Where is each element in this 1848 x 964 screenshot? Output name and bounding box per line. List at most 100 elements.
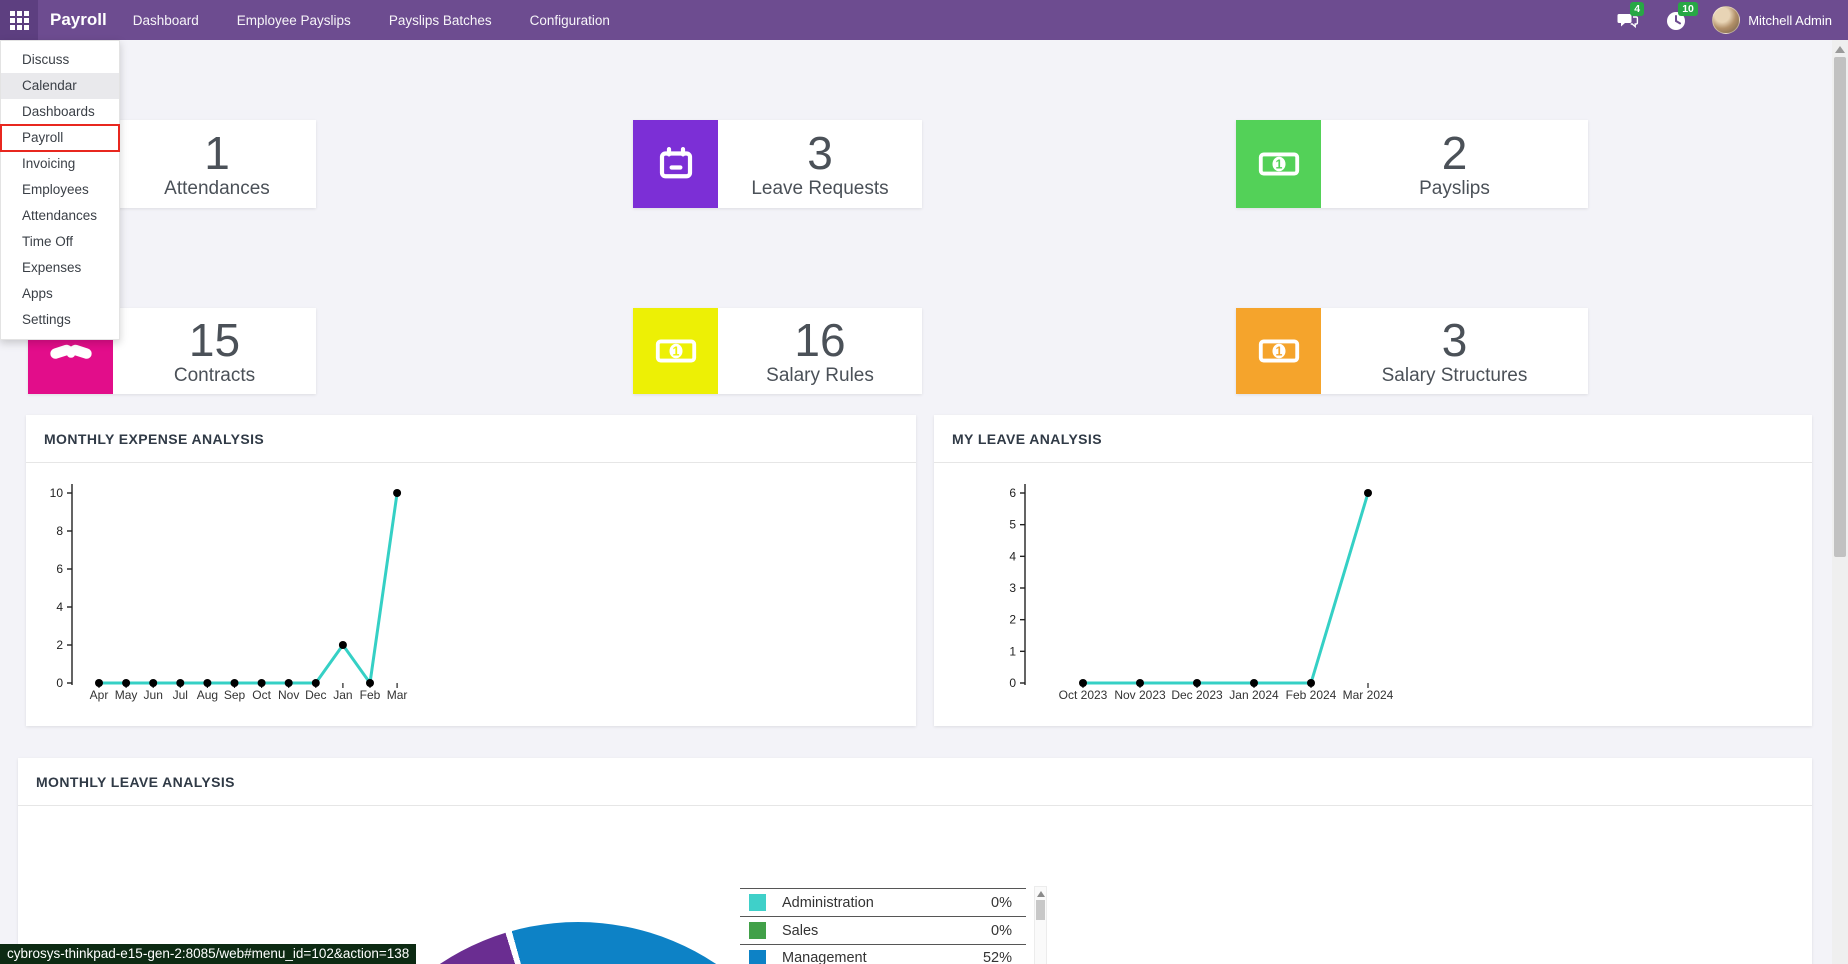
stat-card-leave-requests[interactable]: 3 Leave Requests — [633, 120, 922, 208]
stat-value: 15 — [188, 313, 241, 366]
apps-menu-button[interactable] — [0, 0, 38, 40]
monthly-expense-panel: MONTHLY EXPENSE ANALYSIS 0 2 4 6 8 10 Apr May Ju… — [26, 415, 916, 726]
user-name: Mitchell Admin — [1748, 12, 1832, 28]
stat-label: Attendances — [164, 177, 270, 199]
apps-menu-item-calendar[interactable]: Calendar — [1, 73, 119, 99]
legend-scrollbar-thumb[interactable] — [1036, 900, 1045, 920]
nav-item-payslips-batches[interactable]: Payslips Batches — [388, 12, 492, 28]
stat-label: Salary Structures — [1381, 364, 1528, 386]
legend-percent: 0% — [991, 922, 1012, 939]
stat-value: 1 — [204, 126, 230, 179]
apps-menu-item-discuss[interactable]: Discuss — [22, 52, 70, 67]
navbar-right: 4 10 Mitchell Admin — [1616, 2, 1848, 34]
svg-text:Jun: Jun — [144, 688, 163, 702]
legend-label: Sales — [782, 922, 819, 939]
apps-grid-icon — [9, 10, 29, 30]
apps-menu-item-employees[interactable]: Employees — [22, 182, 89, 197]
svg-text:10: 10 — [50, 486, 64, 500]
panel-title: MONTHLY EXPENSE ANALYSIS — [26, 415, 916, 463]
svg-text:Dec 2023: Dec 2023 — [1171, 688, 1223, 702]
svg-text:Feb: Feb — [360, 688, 381, 702]
legend-label: Administration — [782, 894, 874, 911]
legend-row-management[interactable]: Management 52% — [740, 944, 1026, 964]
messages-icon[interactable]: 4 — [1616, 2, 1645, 32]
svg-text:Oct 2023: Oct 2023 — [1059, 688, 1108, 702]
stat-label: Payslips — [1419, 177, 1490, 199]
money-bill-icon: 1 — [1236, 308, 1321, 394]
apps-menu-item-payroll[interactable]: Payroll — [0, 124, 120, 152]
clock-icon — [1667, 12, 1686, 30]
stat-value: 3 — [1441, 313, 1468, 366]
legend-row-sales[interactable]: Sales 0% — [740, 916, 1026, 944]
apps-dropdown-menu: Discuss Calendar Dashboards Payroll Invoicin… — [0, 40, 120, 340]
my-leave-panel: MY LEAVE ANALYSIS 0 1 2 3 4 5 6 Oct 2023 Nov 202… — [934, 415, 1812, 726]
svg-text:4: 4 — [1009, 549, 1016, 563]
app-title: Payroll — [50, 10, 107, 29]
svg-text:Nov 2023: Nov 2023 — [1114, 688, 1166, 702]
stat-card-salary-rules[interactable]: 1 16 Salary Rules — [633, 308, 922, 394]
svg-text:Mar: Mar — [387, 688, 408, 702]
activities-icon[interactable]: 10 — [1664, 2, 1698, 32]
user-menu[interactable]: Mitchell Admin — [1712, 6, 1832, 34]
svg-text:0: 0 — [56, 676, 63, 690]
legend-percent: 52% — [982, 950, 1012, 964]
my-leave-line-chart: 0 1 2 3 4 5 6 Oct 2023 Nov 2023 Dec 2023 Jan 2024 F… — [1009, 484, 1394, 702]
stat-value: 16 — [794, 313, 846, 366]
calendar-icon — [633, 120, 718, 208]
money-bill-icon: 1 — [633, 308, 718, 394]
legend-swatch — [749, 922, 766, 939]
apps-menu-item-expenses[interactable]: Expenses — [22, 260, 82, 275]
svg-text:1: 1 — [1275, 345, 1282, 359]
svg-text:3: 3 — [1009, 581, 1016, 595]
apps-menu-item-time-off[interactable]: Time Off — [22, 234, 74, 249]
stat-card-payslips[interactable]: 1 2 Payslips — [1236, 120, 1588, 208]
scroll-up-arrow-icon[interactable] — [1036, 891, 1045, 897]
nav-item-employee-payslips[interactable]: Employee Payslips — [236, 12, 351, 28]
top-navbar: Payroll Dashboard Employee Payslips Paysli… — [0, 0, 1848, 40]
page-scrollbar[interactable] — [1832, 40, 1848, 964]
stat-label: Leave Requests — [751, 177, 889, 199]
svg-text:Jul: Jul — [173, 688, 188, 702]
stat-value: 3 — [807, 126, 833, 179]
panel-title: MONTHLY LEAVE ANALYSIS — [18, 758, 1812, 806]
svg-text:8: 8 — [56, 524, 63, 538]
nav-item-configuration[interactable]: Configuration — [529, 12, 610, 28]
apps-menu-item-attendances[interactable]: Attendances — [22, 208, 98, 223]
scrollbar-up-arrow-icon[interactable] — [1835, 46, 1845, 53]
legend-row-administration[interactable]: Administration 0% — [740, 888, 1026, 916]
svg-text:Oct: Oct — [252, 688, 271, 702]
legend-scrollbar[interactable] — [1034, 886, 1047, 964]
legend-swatch — [749, 949, 766, 964]
svg-text:0: 0 — [1009, 676, 1016, 690]
svg-text:6: 6 — [56, 562, 63, 576]
svg-text:Dec: Dec — [305, 688, 326, 702]
svg-text:May: May — [115, 688, 138, 702]
svg-text:Apr: Apr — [90, 688, 109, 702]
svg-text:6: 6 — [1009, 486, 1016, 500]
pie-legend: Administration 0% Sales 0% Management 52… — [740, 888, 1026, 964]
svg-text:Feb 2024: Feb 2024 — [1286, 688, 1337, 702]
legend-percent: 0% — [991, 894, 1012, 911]
apps-menu-item-settings[interactable]: Settings — [22, 312, 71, 327]
money-bill-icon: 1 — [1236, 120, 1321, 208]
link-preview-status-bar: cybrosys-thinkpad-e15-gen-2:8085/web#men… — [0, 944, 417, 964]
svg-text:5: 5 — [1009, 518, 1016, 532]
apps-menu-item-invoicing[interactable]: Invoicing — [22, 156, 76, 171]
activities-badge: 10 — [1678, 2, 1698, 16]
apps-menu-item-apps[interactable]: Apps — [22, 286, 53, 301]
svg-text:Nov: Nov — [278, 688, 299, 702]
monthly-leave-panel: MONTHLY LEAVE ANALYSIS Administration 0%… — [18, 758, 1812, 964]
nav-item-dashboard[interactable]: Dashboard — [132, 12, 199, 28]
stat-card-salary-structures[interactable]: 1 3 Salary Structures — [1236, 308, 1588, 394]
svg-text:1: 1 — [1275, 158, 1282, 172]
stat-card-attendances[interactable]: 1 Attendances — [118, 120, 316, 208]
legend-label: Management — [782, 950, 867, 964]
panel-title: MY LEAVE ANALYSIS — [934, 415, 1812, 463]
apps-menu-item-dashboards[interactable]: Dashboards — [22, 104, 95, 119]
monthly-expense-line-chart: 0 2 4 6 8 10 Apr May Jun Jul Aug Sep Oct Nov Dec Jan Feb… — [50, 484, 408, 702]
page-scrollbar-thumb[interactable] — [1834, 57, 1846, 557]
svg-text:2: 2 — [1009, 613, 1016, 627]
svg-text:Jan: Jan — [333, 688, 352, 702]
svg-text:Aug: Aug — [197, 688, 218, 702]
svg-text:Mar 2024: Mar 2024 — [1343, 688, 1394, 702]
